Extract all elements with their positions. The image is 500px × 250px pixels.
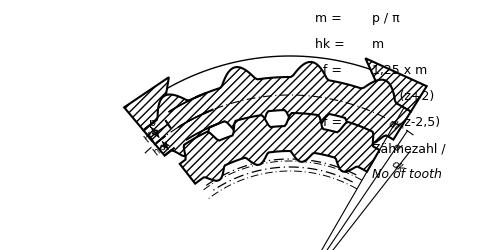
Text: m x (z-2,5): m x (z-2,5)	[372, 116, 440, 129]
Polygon shape	[124, 77, 169, 130]
Text: d: d	[390, 141, 402, 154]
Text: m: m	[372, 38, 384, 51]
Text: hf: hf	[142, 130, 156, 144]
Text: dk: dk	[390, 159, 406, 175]
Text: 1,25 x m: 1,25 x m	[372, 64, 427, 77]
Text: m =: m =	[315, 12, 342, 25]
Text: hk: hk	[152, 143, 167, 158]
Text: No of tooth: No of tooth	[372, 168, 442, 181]
Text: dk =: dk =	[315, 90, 345, 103]
Text: df: df	[386, 118, 402, 132]
Polygon shape	[180, 113, 380, 184]
Text: m x (z+2): m x (z+2)	[372, 90, 434, 103]
Text: hk =: hk =	[315, 38, 345, 51]
Text: p / π: p / π	[372, 12, 400, 25]
Text: p: p	[150, 118, 156, 128]
Text: hf =: hf =	[315, 64, 342, 77]
Polygon shape	[366, 58, 426, 112]
Text: z:: z:	[315, 142, 326, 155]
Text: df =: df =	[315, 116, 342, 129]
Text: Zähnezahl /: Zähnezahl /	[372, 142, 446, 155]
Polygon shape	[144, 62, 411, 156]
